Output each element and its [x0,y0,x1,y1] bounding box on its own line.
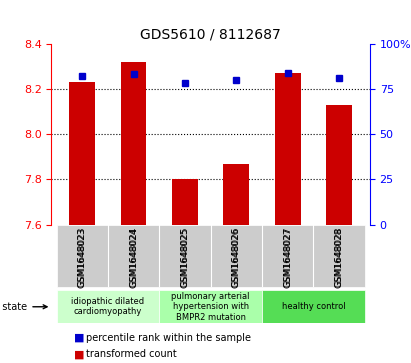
Bar [172,179,198,225]
FancyBboxPatch shape [159,225,211,287]
Text: ■: ■ [74,333,85,343]
FancyBboxPatch shape [313,225,365,287]
FancyBboxPatch shape [159,290,262,323]
Text: GSM1648023: GSM1648023 [78,228,87,288]
Text: GSM1648028: GSM1648028 [335,228,344,288]
Bar [326,105,352,225]
Text: ■: ■ [74,349,85,359]
FancyBboxPatch shape [262,290,365,323]
Text: idiopathic dilated
cardiomyopathy: idiopathic dilated cardiomyopathy [72,297,144,317]
Text: pulmonary arterial
hypertension with
BMPR2 mutation: pulmonary arterial hypertension with BMP… [171,292,250,322]
Text: healthy control: healthy control [282,302,345,311]
Text: disease state: disease state [0,302,47,312]
FancyBboxPatch shape [211,225,262,287]
Text: GSM1648026: GSM1648026 [232,228,241,288]
FancyBboxPatch shape [57,225,108,287]
Text: percentile rank within the sample: percentile rank within the sample [86,333,251,343]
Bar [224,164,249,225]
Text: GSM1648026: GSM1648026 [232,227,241,287]
FancyBboxPatch shape [108,225,159,287]
Title: GDS5610 / 8112687: GDS5610 / 8112687 [140,27,281,41]
Bar [121,62,146,225]
Bar [275,73,300,225]
Text: GSM1648024: GSM1648024 [129,227,138,287]
Text: GSM1648023: GSM1648023 [78,227,87,287]
FancyBboxPatch shape [262,225,313,287]
Text: GSM1648024: GSM1648024 [129,228,138,288]
Text: GSM1648028: GSM1648028 [335,227,344,287]
Bar [69,82,95,225]
Text: GSM1648027: GSM1648027 [283,227,292,287]
FancyBboxPatch shape [57,290,159,323]
Text: GSM1648027: GSM1648027 [283,228,292,288]
Text: transformed count: transformed count [86,349,177,359]
Text: GSM1648025: GSM1648025 [180,228,189,288]
Text: GSM1648025: GSM1648025 [180,227,189,287]
